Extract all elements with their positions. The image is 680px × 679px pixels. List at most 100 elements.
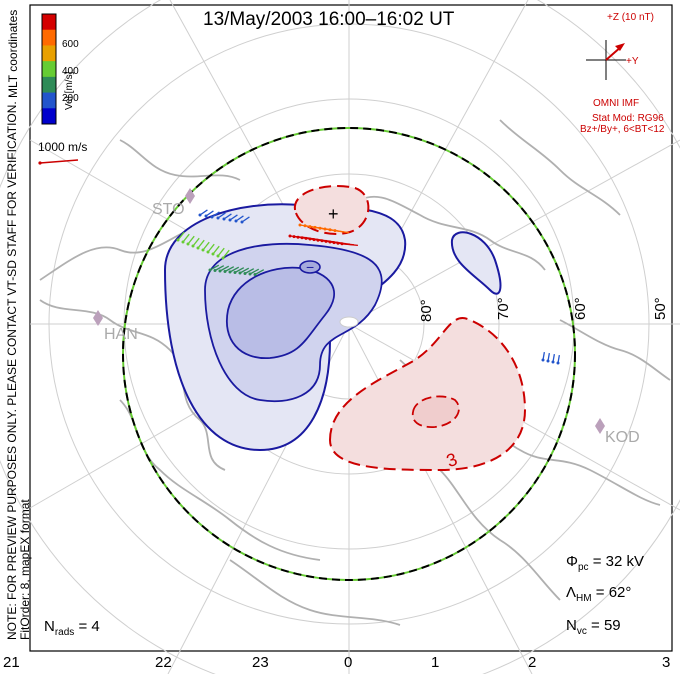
- velocity-vector-origin: [292, 235, 296, 239]
- velocity-vector: [222, 249, 230, 259]
- velocity-vector-origin: [541, 358, 545, 362]
- velocity-vector-origin: [218, 269, 222, 273]
- velocity-vector: [229, 266, 240, 273]
- velocity-vector-origin: [228, 218, 232, 222]
- velocity-vector-origin: [556, 361, 560, 365]
- stat-lambda-hm: ΛHM = 62°: [566, 584, 632, 604]
- imf-source: OMNI IMF: [593, 98, 640, 109]
- velocity-vector-origin: [318, 226, 322, 230]
- hmb-dashed: [122, 127, 576, 581]
- velocity-vector: [223, 213, 232, 220]
- preview-notice: NOTE: FOR PREVIEW PURPOSES ONLY. PLEASE …: [5, 101, 19, 640]
- velocity-vector-origin: [233, 271, 237, 274]
- velocity-vector: [209, 264, 220, 271]
- velocity-vector: [254, 269, 265, 276]
- colorbar-segment: [42, 108, 56, 125]
- velocity-vector-origin: [222, 217, 226, 221]
- station-sto: STO: [152, 201, 185, 218]
- velocity-vector-origin: [340, 242, 344, 246]
- velocity-vector-origin: [186, 242, 190, 246]
- velocity-vector-origin: [324, 239, 328, 243]
- velocity-vector-origin: [300, 236, 304, 240]
- colorbar-segment: [42, 14, 56, 31]
- velocity-vector-origin: [243, 272, 247, 275]
- station-markers: [93, 188, 605, 434]
- velocity-vector: [224, 266, 235, 273]
- velocity-vector-origin: [298, 223, 302, 227]
- velocity-vector: [211, 211, 220, 218]
- velocity-vector: [182, 233, 190, 243]
- mlt-tick-1: 1: [431, 654, 440, 671]
- velocity-vector-origin: [213, 269, 217, 272]
- velocity-vectors: [176, 209, 561, 365]
- colorbar-segment: [42, 45, 56, 62]
- mlt-tick-0: 0: [344, 654, 353, 671]
- mlt-tick-21: 21: [3, 654, 20, 671]
- velocity-vector: [341, 243, 358, 247]
- negative-cell-small: [450, 231, 502, 295]
- velocity-vector-origin: [196, 246, 200, 250]
- velocity-vector-origin: [332, 241, 336, 245]
- velocity-vector: [239, 267, 250, 274]
- colorbar-tick-400: 400: [62, 66, 79, 77]
- imf-dial: [586, 40, 626, 80]
- velocity-vector: [229, 214, 238, 221]
- velocity-vector-origin: [323, 227, 327, 231]
- velocity-vector: [217, 212, 226, 219]
- velocity-vector-origin: [191, 244, 195, 248]
- velocity-vector-origin: [240, 220, 244, 224]
- mlt-tick-3: 3: [662, 654, 671, 671]
- velocity-vector-origin: [201, 248, 205, 252]
- velocity-vector-origin: [238, 271, 242, 275]
- lat-label-50: 50°: [652, 297, 669, 320]
- colorbar-tick-200: 200: [62, 93, 79, 104]
- velocity-vector-origin: [234, 219, 238, 223]
- stat-n-vc: Nvc = 59: [566, 617, 621, 637]
- svg-text:+: +: [328, 204, 339, 224]
- colorbar-segment: [42, 61, 56, 78]
- station-kod: KOD: [605, 429, 640, 446]
- velocity-vector-origin: [206, 250, 210, 254]
- mlt-tick-22: 22: [155, 654, 172, 671]
- velocity-vector: [187, 235, 195, 245]
- velocity-vector: [334, 229, 349, 234]
- velocity-vector: [205, 210, 214, 217]
- colorbar-label: Vel [m/s]: [64, 71, 75, 110]
- velocity-vector-origin: [228, 270, 232, 274]
- lat-label-80: 80°: [418, 299, 435, 322]
- velocity-vector: [214, 265, 225, 272]
- velocity-vector: [244, 268, 255, 275]
- colorbar-segment: [42, 92, 56, 109]
- plot-frame: [29, 4, 673, 652]
- velocity-vector: [192, 237, 200, 247]
- velocity-vector-origin: [333, 229, 337, 233]
- velocity-vector-origin: [551, 360, 555, 364]
- velocity-vector-origin: [312, 238, 316, 242]
- velocity-vector: [234, 267, 245, 274]
- colorbar-segment: [42, 29, 56, 46]
- velocity-vector-origin: [328, 240, 332, 244]
- velocity-vector-origin: [216, 254, 220, 258]
- velocity-vector-origin: [308, 225, 312, 229]
- velocity-vector-origin: [546, 359, 550, 363]
- velocity-vector: [219, 265, 230, 272]
- velocity-vector-origin: [216, 216, 220, 220]
- mlt-coordinates-label: MLT coordinates: [6, 9, 20, 98]
- stat-phi-pc: Φpc = 32 kV: [566, 553, 644, 573]
- imf-y-label: +Y: [626, 56, 639, 67]
- velocity-vector: [207, 243, 215, 253]
- imf-z-label: +Z (10 nT): [607, 12, 654, 23]
- velocity-vector-origin: [336, 241, 340, 245]
- colorbar-tick-600: 600: [62, 39, 79, 50]
- fit-order-label: FitOrder: 8, mapEX format: [18, 499, 32, 640]
- velocity-vector: [249, 268, 260, 275]
- velocity-vector-origin: [253, 273, 257, 276]
- velocity-vector-origin: [210, 215, 214, 219]
- velocity-vector-origin: [198, 213, 202, 217]
- pole-marker: [339, 316, 359, 328]
- svg-text:−: −: [306, 259, 314, 275]
- velocity-vector-origin: [316, 238, 320, 242]
- velocity-vector-origin: [288, 234, 292, 238]
